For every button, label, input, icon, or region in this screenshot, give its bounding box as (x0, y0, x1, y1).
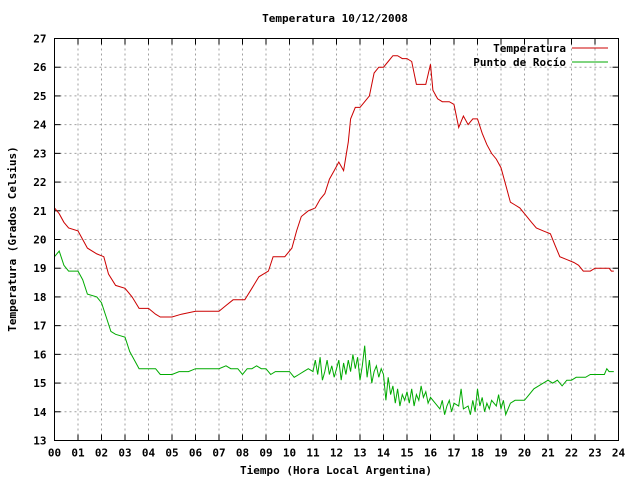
y-tick-label: 27 (33, 33, 46, 46)
x-tick-label: 21 (541, 447, 555, 460)
x-tick-label: 10 (283, 447, 296, 460)
x-tick-label: 07 (212, 447, 225, 460)
y-axis-ticks: 13 14 15 16 17 18 19 20 21 22 23 24 25 26 27 (33, 33, 619, 448)
y-tick-label: 20 (33, 234, 46, 247)
x-tick-label: 04 (142, 447, 156, 460)
x-tick-label: 08 (236, 447, 249, 460)
y-axis-label: Temperatura (Grados Celsius) (6, 146, 19, 331)
series-line-0 (54, 55, 614, 318)
y-tick-label: 19 (33, 262, 46, 275)
x-tick-label: 14 (377, 447, 391, 460)
x-axis-label: Tiempo (Hora Local Argentina) (240, 464, 432, 477)
x-tick-label: 22 (565, 447, 578, 460)
x-tick-label: 06 (189, 447, 203, 460)
y-tick-label: 13 (33, 435, 46, 448)
x-tick-label: 05 (165, 447, 178, 460)
x-tick-label: 11 (306, 447, 320, 460)
x-tick-label: 00 (48, 447, 61, 460)
x-tick-label: 01 (71, 447, 85, 460)
x-tick-label: 15 (400, 447, 413, 460)
y-tick-label: 23 (33, 147, 46, 160)
series-lines (54, 55, 614, 417)
legend: Temperatura Punto de Rocío (473, 42, 608, 69)
y-tick-label: 18 (33, 291, 46, 304)
x-tick-label: 02 (95, 447, 108, 460)
y-tick-label: 15 (33, 377, 46, 390)
y-tick-label: 21 (33, 205, 47, 218)
x-tick-label: 13 (353, 447, 366, 460)
y-tick-label: 25 (33, 90, 46, 103)
x-tick-label: 12 (330, 447, 343, 460)
x-tick-label: 23 (588, 447, 601, 460)
series-line-1 (54, 249, 614, 417)
y-tick-label: 22 (33, 176, 46, 189)
grid-lines (54, 38, 619, 441)
legend-label-punto-de-rocio: Punto de Rocío (473, 56, 566, 69)
plot-frame (54, 38, 619, 441)
x-axis-ticks: 00 01 02 03 04 05 06 07 08 09 10 11 12 13 14 15 16 17 18 19… (48, 38, 626, 460)
x-tick-label: 20 (518, 447, 531, 460)
y-tick-label: 26 (33, 61, 47, 74)
x-tick-label: 16 (424, 447, 438, 460)
y-tick-label: 17 (33, 320, 46, 333)
x-tick-label: 09 (259, 447, 272, 460)
x-tick-label: 17 (447, 447, 460, 460)
x-tick-label: 24 (612, 447, 626, 460)
legend-label-temperatura: Temperatura (493, 42, 566, 55)
y-tick-label: 14 (33, 406, 47, 419)
x-tick-label: 19 (494, 447, 507, 460)
x-tick-label: 18 (471, 447, 484, 460)
chart-title: Temperatura 10/12/2008 (262, 12, 408, 25)
y-tick-label: 24 (33, 119, 47, 132)
x-tick-label: 03 (118, 447, 131, 460)
y-tick-label: 16 (33, 348, 47, 361)
